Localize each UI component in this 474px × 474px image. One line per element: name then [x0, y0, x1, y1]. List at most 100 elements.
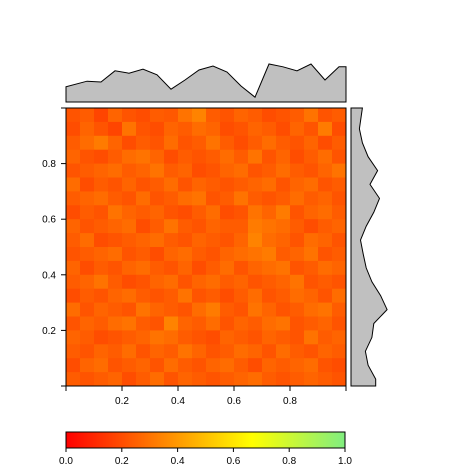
heatmap-cell: [234, 247, 249, 262]
heatmap-cell: [276, 260, 291, 276]
heatmap-cell: [94, 344, 109, 359]
heatmap-cell: [178, 330, 193, 345]
heatmap-cell: [150, 330, 165, 345]
heatmap-cell: [164, 302, 179, 317]
heatmap-cell: [248, 302, 263, 317]
heatmap-cell: [178, 260, 193, 276]
heatmap-cell: [304, 274, 319, 290]
heatmap-cell: [150, 149, 165, 164]
heatmap-cell: [66, 302, 81, 317]
heatmap-cell: [276, 121, 291, 137]
heatmap-cell: [318, 260, 333, 276]
heatmap-cell: [94, 233, 109, 248]
heatmap-cell: [206, 302, 221, 317]
heatmap-cell: [150, 274, 165, 290]
heatmap-cell: [178, 149, 193, 164]
heatmap-cell: [332, 149, 347, 164]
heatmap-cell: [150, 302, 165, 317]
heatmap-cell: [262, 163, 277, 178]
heatmap-cell: [178, 205, 193, 220]
heatmap-cell: [164, 358, 179, 373]
heatmap-cell: [192, 274, 207, 290]
heatmap-cell: [164, 135, 179, 151]
heatmap-cell: [332, 344, 347, 359]
heatmap-cell: [122, 108, 137, 123]
heatmap-cell: [150, 177, 165, 192]
heatmap-cell: [164, 149, 179, 164]
x-tick-label: 0.6: [227, 396, 241, 407]
heatmap-cell: [178, 274, 193, 290]
heatmap-cell: [248, 219, 263, 234]
heatmap-cell: [80, 191, 95, 206]
heatmap-cell: [136, 302, 151, 317]
heatmap-cell: [164, 191, 179, 206]
heatmap-cell: [262, 135, 277, 151]
colorbar: [65, 431, 346, 449]
heatmap-cell: [318, 135, 333, 151]
heatmap-cell: [248, 330, 263, 345]
heatmap-cell: [318, 330, 333, 345]
heatmap-cell: [234, 177, 249, 192]
heatmap-cell: [80, 288, 95, 303]
heatmap-cell: [150, 344, 165, 359]
heatmap-cell: [164, 247, 179, 262]
heatmap-cell: [332, 302, 347, 317]
heatmap-cell: [290, 260, 305, 276]
heatmap-cell: [108, 344, 123, 359]
heatmap-cell: [66, 316, 81, 331]
heatmap-cell: [304, 260, 319, 276]
heatmap-cell: [304, 288, 319, 303]
heatmap-cell: [164, 288, 179, 303]
y-tick-label: 0.6: [42, 215, 56, 226]
heatmap-cell: [164, 344, 179, 359]
heatmap-cell: [108, 108, 123, 123]
heatmap-cell: [318, 163, 333, 178]
x-tick-label: 0.2: [115, 396, 129, 407]
heatmap-cell: [318, 233, 333, 248]
right-marginal-density: [350, 107, 388, 387]
heatmap-cell: [192, 108, 207, 123]
heatmap-cell: [80, 219, 95, 234]
heatmap-cell: [318, 108, 333, 123]
heatmap-cell: [206, 316, 221, 331]
heatmap-cell: [178, 316, 193, 331]
heatmap-cell: [234, 219, 249, 234]
heatmap-cell: [304, 247, 319, 262]
heatmap-cell: [122, 163, 137, 178]
heatmap-cell: [192, 358, 207, 373]
heatmap-cell: [164, 205, 179, 220]
heatmap-cell: [220, 330, 235, 345]
heatmap-cell: [304, 316, 319, 331]
heatmap-cell: [136, 177, 151, 192]
heatmap-cell: [206, 108, 221, 123]
heatmap-cell: [136, 330, 151, 345]
heatmap-cell: [192, 288, 207, 303]
heatmap-cell: [150, 288, 165, 303]
heatmap-cell: [136, 247, 151, 262]
heatmap-cell: [108, 177, 123, 192]
heatmap-cell: [164, 177, 179, 192]
heatmap-cell: [94, 247, 109, 262]
heatmap-cell: [220, 274, 235, 290]
colorbar-tick-label: 0.2: [115, 456, 129, 467]
heatmap-cell: [318, 177, 333, 192]
heatmap-cell: [136, 191, 151, 206]
heatmap-cell: [220, 316, 235, 331]
heatmap-cell: [234, 260, 249, 276]
heatmap-cell: [206, 177, 221, 192]
heatmap-cell: [290, 358, 305, 373]
heatmap-cell: [234, 372, 249, 387]
heatmap-cell: [234, 205, 249, 220]
heatmap-cell: [122, 358, 137, 373]
heatmap-cell: [94, 191, 109, 206]
heatmap-cell: [178, 302, 193, 317]
heatmap-cell: [108, 316, 123, 331]
heatmap-cell: [136, 108, 151, 123]
heatmap-cell: [276, 108, 291, 123]
heatmap-cell: [94, 149, 109, 164]
heatmap-cell: [150, 247, 165, 262]
heatmap-cell: [318, 302, 333, 317]
heatmap-cell: [262, 121, 277, 137]
heatmap-cell: [332, 358, 347, 373]
heatmap-cell: [178, 191, 193, 206]
